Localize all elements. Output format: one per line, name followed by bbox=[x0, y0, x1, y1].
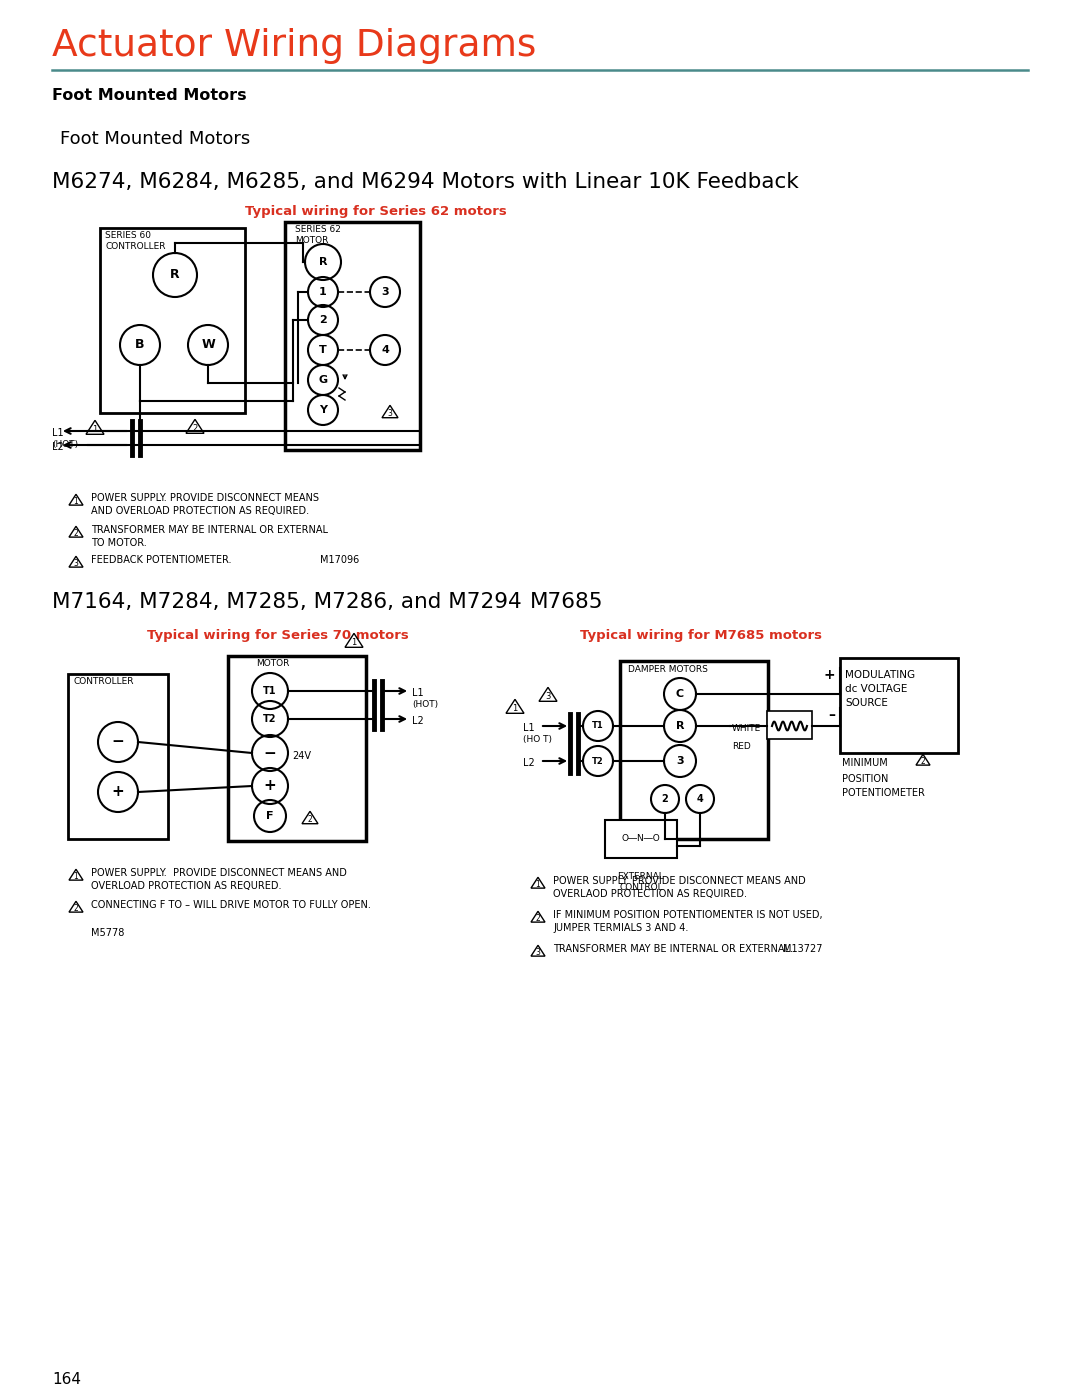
Text: T2: T2 bbox=[592, 757, 604, 766]
Text: −: − bbox=[111, 735, 124, 750]
Text: –: – bbox=[828, 708, 835, 722]
Bar bbox=[228, 657, 366, 841]
Bar bbox=[840, 658, 958, 753]
Text: EXTERNAL
CONTROL: EXTERNAL CONTROL bbox=[618, 872, 664, 893]
Bar bbox=[68, 673, 168, 840]
Text: DAMPER MOTORS: DAMPER MOTORS bbox=[627, 665, 707, 673]
Text: CONNECTING F TO – WILL DRIVE MOTOR TO FULLY OPEN.: CONNECTING F TO – WILL DRIVE MOTOR TO FU… bbox=[91, 900, 370, 909]
Text: M7685: M7685 bbox=[530, 592, 604, 612]
Text: R: R bbox=[319, 257, 327, 267]
Text: Actuator Wiring Diagrams: Actuator Wiring Diagrams bbox=[52, 28, 537, 64]
Text: 3: 3 bbox=[545, 692, 551, 701]
Text: 1: 1 bbox=[73, 497, 79, 506]
Text: 3: 3 bbox=[536, 949, 540, 957]
Bar bbox=[605, 820, 677, 858]
Text: TRANSFORMER MAY BE INTERNAL OR EXTERNAL
TO MOTOR.: TRANSFORMER MAY BE INTERNAL OR EXTERNAL … bbox=[91, 525, 328, 548]
Text: 3: 3 bbox=[676, 756, 684, 766]
Text: (HO T): (HO T) bbox=[523, 735, 552, 745]
Text: L1: L1 bbox=[523, 724, 535, 733]
Text: R: R bbox=[171, 268, 179, 282]
Text: MODULATING
dc VOLTAGE
SOURCE: MODULATING dc VOLTAGE SOURCE bbox=[845, 671, 915, 708]
Text: SERIES 60
CONTROLLER: SERIES 60 CONTROLLER bbox=[105, 231, 165, 251]
Text: 24V: 24V bbox=[292, 752, 311, 761]
Text: T2: T2 bbox=[264, 714, 276, 724]
Text: (HOT): (HOT) bbox=[411, 700, 438, 710]
Text: L1: L1 bbox=[52, 427, 64, 439]
Text: Typical wiring for M7685 motors: Typical wiring for M7685 motors bbox=[580, 629, 822, 643]
Text: 2: 2 bbox=[73, 904, 79, 914]
Text: 2: 2 bbox=[73, 529, 79, 538]
Text: POTENTIOMETER: POTENTIOMETER bbox=[842, 788, 924, 798]
Text: W: W bbox=[201, 338, 215, 352]
Text: +: + bbox=[264, 778, 276, 793]
Text: 2: 2 bbox=[920, 757, 926, 766]
Text: 1: 1 bbox=[512, 704, 517, 714]
Text: Foot Mounted Motors: Foot Mounted Motors bbox=[52, 88, 246, 103]
Text: 3: 3 bbox=[73, 559, 79, 569]
Text: 2: 2 bbox=[662, 793, 669, 805]
Text: 2: 2 bbox=[319, 314, 327, 326]
Text: TRANSFORMER MAY BE INTERNAL OR EXTERNAL.: TRANSFORMER MAY BE INTERNAL OR EXTERNAL. bbox=[553, 944, 793, 954]
Text: L2: L2 bbox=[411, 717, 423, 726]
Text: POWER SUPPLY.  PROVIDE DISCONNECT MEANS AND
OVERLOAD PROTECTION AS REQURED.: POWER SUPPLY. PROVIDE DISCONNECT MEANS A… bbox=[91, 868, 347, 891]
Text: M17096: M17096 bbox=[320, 555, 360, 564]
Text: 3: 3 bbox=[388, 409, 392, 418]
Text: M5778: M5778 bbox=[91, 928, 124, 937]
Text: R: R bbox=[676, 721, 685, 731]
Text: B: B bbox=[135, 338, 145, 352]
Text: −: − bbox=[264, 746, 276, 760]
Text: CONTROLLER: CONTROLLER bbox=[73, 678, 134, 686]
Text: 4: 4 bbox=[697, 793, 703, 805]
Bar bbox=[285, 222, 420, 450]
Text: +: + bbox=[823, 668, 835, 682]
Text: WHITE: WHITE bbox=[732, 724, 761, 733]
Text: T1: T1 bbox=[592, 721, 604, 731]
Text: C: C bbox=[676, 689, 684, 698]
Text: POWER SUPPLY. PROVIDE DISCONNECT MEANS AND
OVERLAOD PROTECTION AS REQUIRED.: POWER SUPPLY. PROVIDE DISCONNECT MEANS A… bbox=[553, 876, 806, 900]
Text: SERIES 62
MOTOR: SERIES 62 MOTOR bbox=[295, 225, 341, 244]
Bar bbox=[100, 228, 245, 414]
Text: M6274, M6284, M6285, and M6294 Motors with Linear 10K Feedback: M6274, M6284, M6285, and M6294 Motors wi… bbox=[52, 172, 799, 191]
Text: RED: RED bbox=[732, 742, 751, 752]
Text: T1: T1 bbox=[264, 686, 276, 696]
Text: MOTOR: MOTOR bbox=[256, 659, 289, 668]
Text: Y: Y bbox=[319, 405, 327, 415]
Text: L1: L1 bbox=[411, 687, 423, 698]
Text: 2: 2 bbox=[192, 425, 198, 433]
Text: MINIMUM: MINIMUM bbox=[842, 759, 888, 768]
Text: IF MINIMUM POSITION POTENTIOMENTER IS NOT USED,
JUMPER TERMIALS 3 AND 4.: IF MINIMUM POSITION POTENTIOMENTER IS NO… bbox=[553, 909, 823, 933]
Text: 1: 1 bbox=[93, 425, 97, 434]
Text: 1: 1 bbox=[351, 638, 356, 647]
Text: L2: L2 bbox=[523, 759, 535, 768]
Text: M7164, M7284, M7285, M7286, and M7294: M7164, M7284, M7285, M7286, and M7294 bbox=[52, 592, 522, 612]
Text: M13727: M13727 bbox=[783, 944, 823, 954]
Text: 4: 4 bbox=[381, 345, 389, 355]
Text: 1: 1 bbox=[536, 880, 540, 888]
Text: Foot Mounted Motors: Foot Mounted Motors bbox=[60, 130, 251, 148]
Text: FEEDBACK POTENTIOMETER.: FEEDBACK POTENTIOMETER. bbox=[91, 555, 231, 564]
Text: Typical wiring for Series 70 motors: Typical wiring for Series 70 motors bbox=[147, 629, 408, 643]
Text: POWER SUPPLY. PROVIDE DISCONNECT MEANS
AND OVERLOAD PROTECTION AS REQUIRED.: POWER SUPPLY. PROVIDE DISCONNECT MEANS A… bbox=[91, 493, 319, 517]
Bar bbox=[620, 661, 768, 840]
Text: 1: 1 bbox=[319, 286, 327, 298]
Text: (HOT): (HOT) bbox=[52, 440, 78, 448]
Text: 2: 2 bbox=[536, 914, 540, 923]
Text: 164: 164 bbox=[52, 1372, 81, 1387]
Bar bbox=[767, 711, 812, 739]
Text: POSITION: POSITION bbox=[842, 774, 889, 784]
Text: 1: 1 bbox=[73, 872, 79, 882]
Text: O―N―O: O―N―O bbox=[622, 834, 660, 842]
Text: 2: 2 bbox=[308, 814, 312, 824]
Text: L2: L2 bbox=[52, 441, 64, 453]
Text: Typical wiring for Series 62 motors: Typical wiring for Series 62 motors bbox=[245, 205, 507, 218]
Text: F: F bbox=[267, 812, 273, 821]
Text: 3: 3 bbox=[381, 286, 389, 298]
Text: G: G bbox=[319, 374, 327, 386]
Text: T: T bbox=[319, 345, 327, 355]
Text: +: + bbox=[111, 785, 124, 799]
